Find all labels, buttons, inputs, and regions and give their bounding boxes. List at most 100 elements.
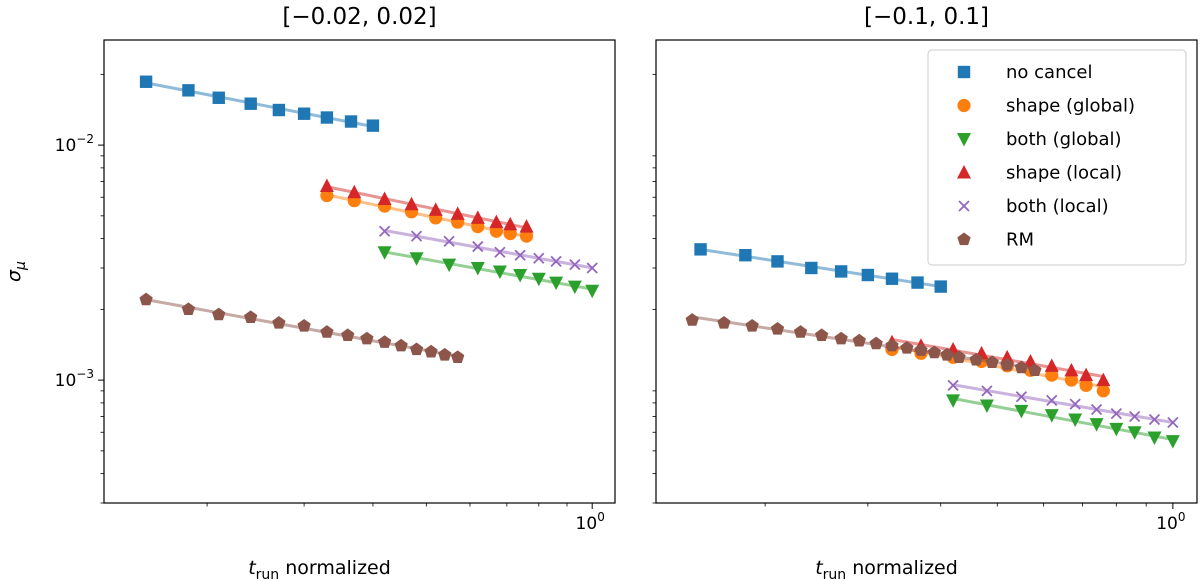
legend-label: shape (global) xyxy=(1006,96,1135,117)
data-point xyxy=(341,328,355,342)
data-point xyxy=(927,345,941,359)
data-point xyxy=(181,302,196,316)
data-point xyxy=(940,347,954,361)
data-point xyxy=(366,119,380,132)
data-point xyxy=(533,252,545,264)
data-point xyxy=(1096,372,1111,387)
legend-marker xyxy=(958,200,970,212)
data-point xyxy=(1046,394,1058,407)
data-point xyxy=(1109,422,1124,437)
x-tick-label: 100 xyxy=(576,510,605,534)
data-point xyxy=(244,97,257,110)
data-point xyxy=(586,262,598,274)
data-point xyxy=(946,394,961,408)
data-point xyxy=(985,355,999,369)
data-point xyxy=(694,243,707,256)
data-point xyxy=(378,225,391,237)
data-point xyxy=(1127,426,1142,440)
data-point xyxy=(360,331,374,345)
x-axis-label: trun normalized xyxy=(815,557,958,581)
data-point xyxy=(244,310,258,323)
panel-2: [−0.1, 0.1] 100 trun normalized no cancel sh… xyxy=(652,4,1198,581)
data-point xyxy=(319,178,334,192)
data-point xyxy=(805,261,818,275)
data-point xyxy=(815,328,829,342)
legend-marker xyxy=(957,98,971,113)
data-point xyxy=(404,196,419,211)
data-point xyxy=(438,347,452,361)
data-point xyxy=(410,230,423,242)
data-point xyxy=(1129,410,1141,423)
axes-frame xyxy=(655,39,1198,504)
data-point xyxy=(409,252,424,266)
data-point xyxy=(139,292,153,306)
data-point xyxy=(567,280,582,295)
data-point xyxy=(569,258,581,271)
data-point xyxy=(470,261,485,276)
data-point xyxy=(1014,360,1029,374)
fit-line xyxy=(145,81,374,128)
legend-marker xyxy=(957,232,971,246)
data-point xyxy=(470,210,485,224)
legend-box xyxy=(927,49,1187,266)
data-point xyxy=(969,352,983,366)
data-point xyxy=(852,333,866,347)
data-point xyxy=(834,331,848,345)
data-point xyxy=(1079,378,1093,392)
data-point xyxy=(1079,367,1094,382)
data-point xyxy=(885,272,899,285)
data-point xyxy=(770,322,785,335)
data-point xyxy=(320,111,334,124)
data-point xyxy=(182,84,195,97)
data-point xyxy=(347,184,362,199)
data-point xyxy=(861,268,875,282)
data-point xyxy=(1014,404,1029,419)
data-point xyxy=(914,343,928,356)
data-point xyxy=(549,276,564,291)
data-point xyxy=(793,325,808,338)
data-point xyxy=(1148,413,1161,426)
data-point xyxy=(443,235,455,247)
data-point xyxy=(885,338,899,352)
data-point xyxy=(1110,408,1122,420)
data-point xyxy=(519,219,534,233)
data-point xyxy=(1167,416,1179,429)
data-point xyxy=(489,214,504,229)
data-point xyxy=(377,246,392,260)
data-point xyxy=(869,336,883,350)
legend-marker xyxy=(957,133,971,147)
data-point xyxy=(952,350,966,363)
data-point xyxy=(272,103,286,117)
data-point xyxy=(409,342,424,356)
data-point xyxy=(492,265,507,279)
data-point xyxy=(1089,418,1104,432)
plot-area xyxy=(685,243,1180,449)
data-point xyxy=(394,338,408,352)
data-point xyxy=(1064,373,1079,387)
data-point xyxy=(424,344,438,358)
data-point xyxy=(212,91,225,104)
data-point xyxy=(1090,403,1103,416)
legend-label: both (global) xyxy=(1006,129,1122,150)
data-point xyxy=(451,350,465,363)
data-point xyxy=(834,265,848,278)
x-axis-label: trun normalized xyxy=(248,557,391,581)
data-point xyxy=(494,246,506,258)
panel-title: [−0.02, 0.02] xyxy=(282,4,436,30)
legend-label: shape (local) xyxy=(1006,163,1122,184)
data-point xyxy=(272,315,286,329)
panel-1: [−0.02, 0.02] 10−2 10−3 100 trun normalized σ… xyxy=(3,4,616,581)
data-point xyxy=(297,107,311,120)
data-point xyxy=(717,315,731,329)
data-point xyxy=(1064,362,1079,377)
data-point xyxy=(503,216,518,231)
data-point xyxy=(450,206,465,220)
data-point xyxy=(745,318,759,332)
data-point xyxy=(377,335,392,348)
data-point xyxy=(1096,384,1110,398)
data-point xyxy=(442,258,457,273)
data-point xyxy=(1044,358,1059,372)
axes-frame xyxy=(103,39,616,504)
data-point xyxy=(297,318,311,332)
x-tick-label: 100 xyxy=(1156,510,1185,534)
